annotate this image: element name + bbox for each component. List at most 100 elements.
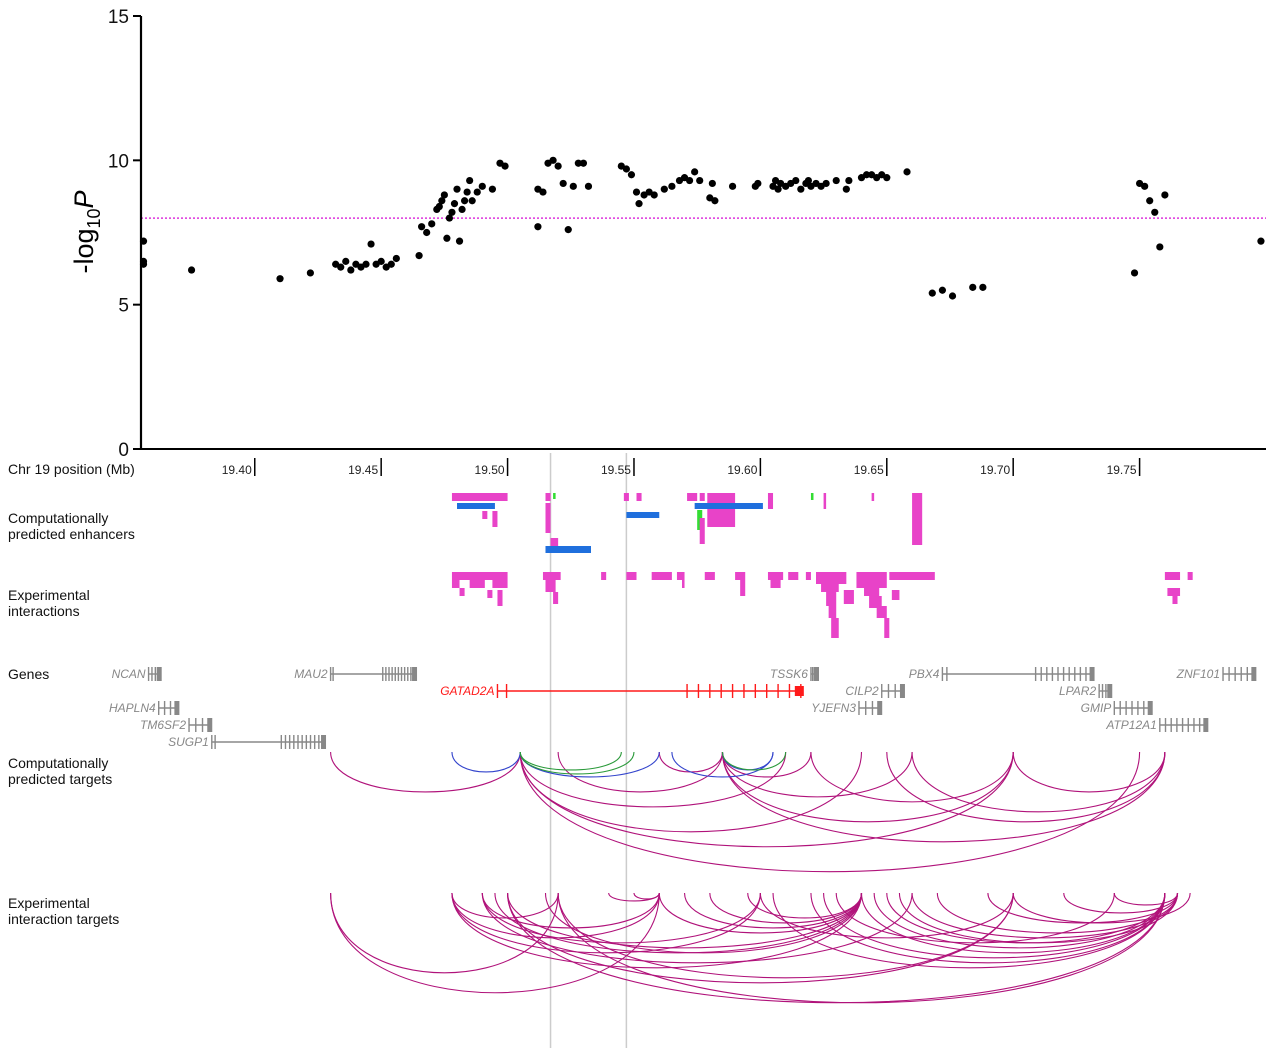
data-point — [473, 188, 481, 196]
data-point — [627, 171, 636, 179]
data-point — [306, 269, 314, 277]
data-point — [928, 289, 936, 297]
predicted-arc — [911, 751, 1166, 813]
interaction-block — [451, 572, 508, 580]
experimental-arc — [1012, 892, 1191, 924]
data-point — [1257, 237, 1265, 245]
data-point — [460, 197, 469, 205]
predicted-arc-green — [519, 751, 622, 771]
data-point — [458, 205, 466, 214]
data-point — [377, 257, 385, 265]
gene-pbx4: PBX4 — [909, 667, 1095, 681]
interaction-block — [899, 572, 935, 580]
interaction-block — [889, 572, 902, 580]
predicted-arc — [519, 751, 1014, 848]
data-point — [845, 176, 853, 185]
data-point — [569, 182, 577, 190]
interaction-block — [469, 580, 485, 588]
data-point — [632, 188, 641, 196]
interaction-block — [767, 572, 784, 580]
gene-label: TSSK6 — [770, 667, 808, 681]
data-point — [564, 226, 572, 234]
interaction-block — [805, 572, 811, 580]
interaction-block — [816, 572, 847, 584]
experimental-arc — [633, 892, 660, 900]
data-point — [622, 165, 630, 173]
x-tick-label: 19.55 — [601, 463, 631, 477]
x-tick-label: 19.70 — [980, 463, 1010, 477]
interaction-block — [704, 572, 715, 580]
enhancer-block — [626, 512, 660, 518]
interaction-block — [459, 588, 465, 596]
experimental-arc — [860, 892, 1166, 954]
enhancer-block — [457, 503, 495, 509]
gene-sugp1: SUGP1 — [168, 735, 327, 749]
predicted-arc — [886, 751, 1166, 823]
y-axis-label: -log10P — [69, 190, 104, 273]
interaction-block — [601, 572, 607, 580]
gene-end-block — [1251, 667, 1257, 681]
predicted-arc — [330, 751, 521, 793]
interaction-block — [451, 580, 460, 588]
x-tick-label: 19.45 — [348, 463, 378, 477]
predicted-arc — [1012, 751, 1166, 793]
interactions-label-line2: interactions — [8, 603, 80, 619]
interaction-block — [843, 590, 854, 604]
enhancers-label-line1: Computationally — [8, 510, 108, 526]
gene-cilp2: CILP2 — [845, 684, 905, 698]
experimental-arc — [330, 892, 559, 974]
data-point — [883, 174, 891, 182]
data-point — [337, 263, 345, 271]
exp-targets-label-line1: Experimental — [8, 895, 90, 911]
experimental-arc — [481, 892, 913, 964]
interaction-block — [821, 584, 839, 592]
data-point — [660, 185, 668, 193]
x-tick-label: 19.40 — [222, 463, 252, 477]
data-point — [448, 208, 456, 216]
enhancer-block — [550, 538, 559, 546]
gene-label: HAPLN4 — [109, 701, 156, 715]
data-point — [418, 223, 426, 231]
data-point — [367, 240, 375, 248]
data-point — [362, 260, 370, 268]
enhancer-block — [482, 511, 488, 519]
experimental-arc — [544, 892, 863, 954]
gene-yjefn3: YJEFN3 — [811, 701, 883, 715]
interaction-block — [788, 572, 799, 580]
data-point — [969, 283, 977, 291]
x-tick-label: 19.60 — [727, 463, 757, 477]
exp-targets-label-line2: interaction targets — [8, 911, 119, 927]
data-point — [276, 275, 284, 283]
data-point — [1161, 191, 1169, 199]
predicted-arc — [721, 751, 913, 798]
x-tick-label: 19.50 — [475, 463, 505, 477]
data-point — [428, 220, 436, 228]
data-point — [728, 182, 737, 190]
gene-end-block — [207, 718, 213, 732]
experimental-arc — [507, 892, 863, 949]
interaction-block — [651, 572, 672, 580]
x-tick-label: 19.65 — [854, 463, 884, 477]
interaction-block — [545, 580, 556, 592]
experimental-arc — [451, 892, 559, 919]
data-point — [938, 286, 947, 294]
gene-lpar2: LPAR2 — [1059, 684, 1113, 698]
experimental-arc — [451, 892, 761, 954]
gene-label: GATAD2A — [440, 684, 494, 698]
data-point — [903, 168, 911, 176]
data-point — [453, 185, 461, 193]
interaction-block — [831, 618, 839, 638]
gene-end-block — [814, 667, 819, 681]
data-point — [187, 266, 196, 274]
enhancer-block — [810, 493, 814, 500]
gene-end-block — [1089, 667, 1095, 681]
enhancer-block — [687, 493, 698, 501]
gene-label: NCAN — [112, 667, 146, 681]
data-point — [979, 283, 987, 291]
experimental-arc — [898, 892, 1179, 944]
enhancer-block — [545, 546, 591, 553]
data-point — [668, 182, 676, 190]
interaction-block — [542, 572, 561, 580]
gene-track: NCAN MAU2 GATAD2A TSSK6 CILP2 YJEFN3 PBX4 LPAR2… — [109, 667, 1257, 749]
